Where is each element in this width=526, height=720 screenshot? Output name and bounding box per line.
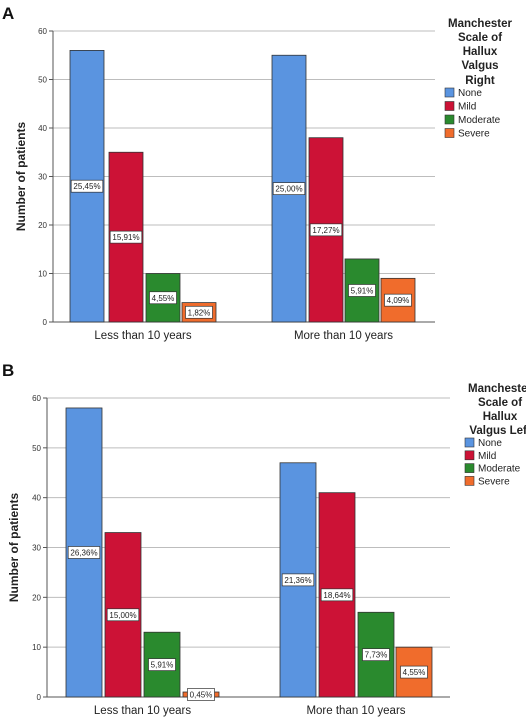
legend-label-severe: Severe (478, 476, 510, 487)
data-label: 21,36% (284, 576, 311, 585)
y-axis-label: Number of patients (7, 493, 21, 603)
data-label: 0,45% (190, 691, 213, 700)
legend-swatch-mild (464, 450, 475, 461)
data-label-box (109, 230, 143, 244)
legend-label-none: None (478, 438, 502, 449)
legend-label-mild: Mild (478, 451, 496, 462)
legend-title-line: Right (465, 75, 495, 87)
data-label-box (272, 182, 306, 195)
data-label: 1,82% (188, 308, 211, 317)
y-tick-label: 60 (32, 394, 41, 403)
data-label: 25,00% (275, 185, 302, 194)
data-label-box (362, 648, 390, 661)
data-label-box (348, 284, 376, 297)
y-tick-label: 20 (32, 593, 41, 602)
data-label: 26,36% (70, 548, 97, 557)
y-tick-label: 10 (32, 643, 41, 652)
data-label-box (281, 573, 315, 587)
data-label-box (67, 546, 101, 559)
data-label: 5,91% (351, 286, 374, 295)
data-label-box (309, 223, 343, 237)
y-tick-label: 30 (32, 544, 41, 553)
panel-b-chart: B 0 10 20 30 40 50 60 Number of patients 26,36% 21… (2, 361, 526, 717)
y-tick-label: 20 (38, 221, 47, 230)
data-label-box (400, 665, 428, 679)
data-label: 25,45% (73, 182, 100, 191)
legend-title-line: Valgus (461, 60, 498, 72)
legend-title-line: Scale of (478, 397, 522, 409)
data-label: 4,55% (152, 294, 175, 303)
data-label-box (149, 291, 177, 305)
legend-swatch-none (464, 437, 475, 448)
y-tick-label: 60 (38, 27, 47, 36)
y-axis-label: Number of patients (14, 122, 28, 232)
data-label-box (148, 658, 176, 671)
legend-label-moderate: Moderate (478, 464, 521, 475)
panel-a-chart: A 0 10 20 30 40 50 60 Number of patients 25,45% 25… (2, 4, 512, 342)
legend-label-moderate: Moderate (458, 115, 501, 126)
data-label: 15,91% (112, 233, 139, 242)
data-label-box (384, 293, 412, 307)
legend-title-line: Manchester (448, 18, 512, 30)
y-tick-label: 40 (38, 124, 47, 133)
legend-label-mild: Mild (458, 102, 476, 113)
data-label-box (185, 305, 213, 319)
x-category-label: Less than 10 years (94, 330, 191, 342)
data-label-box (70, 179, 104, 193)
legend-swatch-none (444, 87, 455, 98)
legend-title-line: Manchester (468, 383, 526, 395)
data-label: 4,55% (403, 668, 426, 677)
legend-swatch-moderate (444, 114, 455, 125)
legend-swatch-severe (464, 476, 475, 486)
legend-swatch-severe (444, 128, 455, 138)
legend-title-line: Hallux (463, 46, 498, 58)
data-label: 5,91% (151, 661, 174, 670)
panel-letter: A (2, 4, 14, 23)
x-category-label: More than 10 years (306, 705, 405, 717)
legend-swatch-moderate (464, 463, 475, 473)
legend-title-line: Scale of (458, 32, 502, 44)
x-category-label: Less than 10 years (94, 705, 191, 717)
data-label: 18,64% (323, 591, 350, 600)
y-tick-label: 40 (32, 494, 41, 503)
y-tick-label: 50 (38, 76, 47, 85)
data-label: 4,09% (387, 296, 410, 305)
legend-swatch-mild (444, 101, 455, 111)
legend-title-line: Valgus Left (469, 425, 526, 437)
data-label-box (106, 608, 140, 622)
legend-label-severe: Severe (458, 129, 490, 140)
x-category-label: More than 10 years (294, 330, 393, 342)
y-tick-label: 0 (37, 693, 42, 702)
y-tick-label: 30 (38, 173, 47, 182)
y-tick-label: 10 (38, 270, 47, 279)
legend-label-none: None (458, 88, 482, 99)
data-label: 17,27% (312, 226, 339, 235)
data-label: 7,73% (365, 651, 388, 660)
y-tick-label: 0 (43, 318, 48, 327)
data-label-box (320, 588, 354, 602)
data-label: 15,00% (109, 611, 136, 620)
legend-title-line: Hallux (483, 411, 518, 423)
y-tick-label: 50 (32, 444, 41, 453)
data-label-box (187, 688, 215, 701)
panel-letter: B (2, 361, 14, 380)
